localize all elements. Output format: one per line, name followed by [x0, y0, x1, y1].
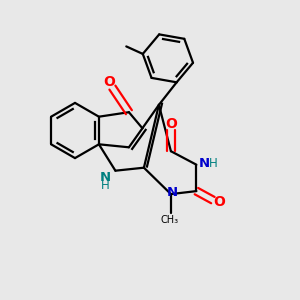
Text: H: H — [208, 157, 217, 170]
Text: N: N — [99, 171, 110, 184]
Text: N: N — [167, 186, 178, 199]
Text: N: N — [199, 157, 210, 170]
Text: O: O — [103, 75, 115, 89]
Text: O: O — [165, 117, 177, 131]
Text: CH₃: CH₃ — [160, 214, 178, 225]
Text: H: H — [100, 179, 109, 192]
Text: O: O — [213, 195, 225, 208]
